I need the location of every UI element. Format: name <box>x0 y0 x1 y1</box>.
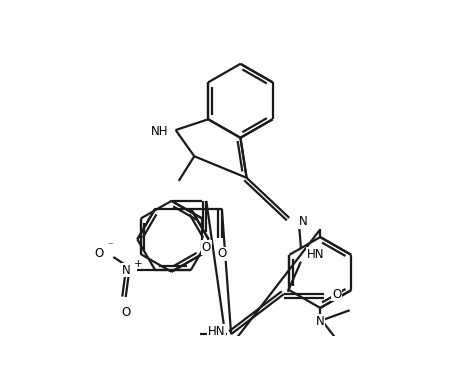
Text: O: O <box>202 241 211 254</box>
Text: O: O <box>94 246 103 260</box>
Text: +: + <box>134 259 143 269</box>
Text: N: N <box>122 263 130 277</box>
Text: HN: HN <box>307 248 325 260</box>
Text: N: N <box>299 215 307 228</box>
Text: O: O <box>332 288 341 301</box>
Text: O: O <box>121 306 130 319</box>
Text: NH: NH <box>150 125 168 138</box>
Text: ⁻: ⁻ <box>107 241 113 251</box>
Text: HN: HN <box>207 325 225 338</box>
Text: N: N <box>316 314 325 327</box>
Text: O: O <box>217 247 227 260</box>
